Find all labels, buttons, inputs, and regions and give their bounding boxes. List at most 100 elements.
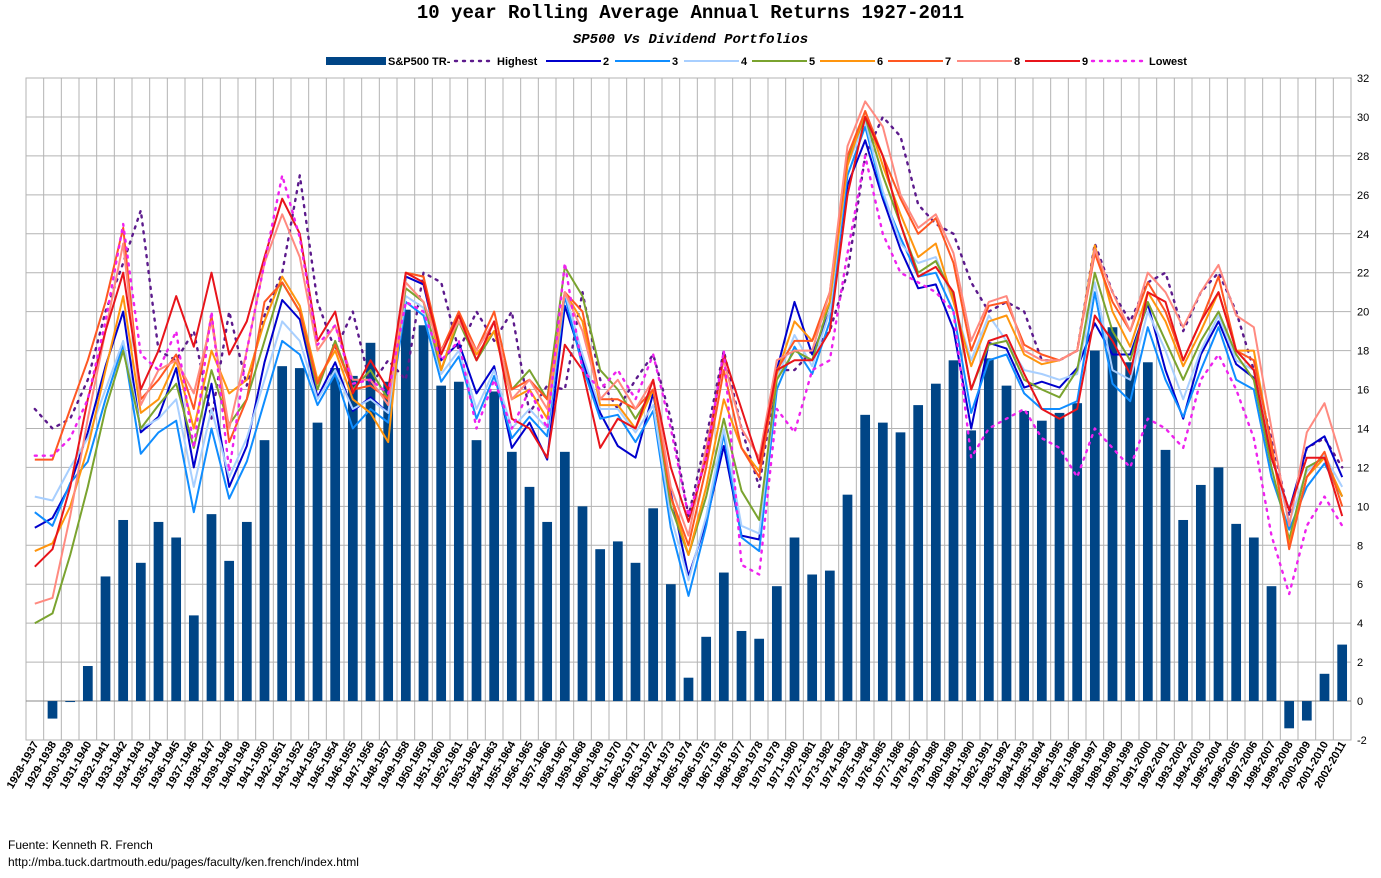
y-tick-label: 20	[1357, 307, 1369, 319]
bar-sp500	[559, 451, 570, 702]
bar-sp500	[754, 638, 765, 702]
bar-sp500	[171, 537, 182, 702]
y-tick-label: -2	[1357, 735, 1367, 747]
bar-sp500	[453, 381, 464, 702]
legend-label: Highest	[497, 56, 538, 68]
bar-sp500	[135, 562, 146, 702]
bar-sp500	[436, 385, 447, 702]
legend-label: 7	[945, 56, 951, 68]
bar-sp500	[648, 508, 659, 702]
chart-title: 10 year Rolling Average Annual Returns 1…	[416, 2, 965, 24]
bar-sp500	[241, 521, 252, 702]
bar-sp500	[1054, 412, 1065, 702]
bar-sp500	[153, 521, 164, 702]
bar-sp500	[1178, 519, 1189, 702]
legend-label: 9	[1082, 56, 1088, 68]
bar-sp500	[47, 701, 58, 719]
y-tick-label: 22	[1357, 268, 1369, 280]
bar-sp500	[100, 576, 111, 702]
bar-sp500	[1319, 673, 1330, 702]
y-tick-label: 2	[1357, 657, 1363, 669]
bar-sp500	[842, 494, 853, 702]
bar-sp500	[418, 325, 429, 702]
y-tick-label: 4	[1357, 618, 1363, 630]
bar-sp500	[913, 405, 924, 702]
bar-sp500	[365, 342, 376, 702]
bar-sp500	[400, 309, 411, 702]
bar-sp500	[1160, 449, 1171, 702]
bar-sp500	[718, 572, 729, 702]
bar-sp500	[294, 368, 305, 702]
bar-sp500	[224, 560, 235, 702]
bar-sp500	[595, 549, 606, 702]
bar-sp500	[188, 615, 199, 702]
legend: S&P500 TR- Highest 2 3 4 5 6 7 8 9 Lowest	[326, 56, 1187, 68]
bar-sp500	[1231, 523, 1242, 702]
bar-sp500	[489, 391, 500, 702]
bar-sp500	[966, 430, 977, 702]
bar-sp500	[807, 574, 818, 702]
bar-sp500	[471, 440, 482, 702]
bar-sp500	[736, 630, 747, 702]
series-line-4	[34, 119, 1344, 582]
bar-sp500	[1142, 362, 1153, 702]
bar-sp500	[1213, 467, 1224, 702]
bar-sp500	[330, 368, 341, 702]
legend-label: 4	[741, 56, 748, 68]
legend-label: 2	[603, 56, 609, 68]
y-tick-label: 30	[1357, 112, 1369, 124]
bar-sp500	[771, 586, 782, 702]
bar-sp500	[930, 383, 941, 702]
bar-sp500	[1125, 362, 1136, 702]
bar-sp500	[789, 537, 800, 702]
y-tick-label: 28	[1357, 151, 1369, 163]
y-tick-label: 10	[1357, 501, 1369, 513]
bar-sp500	[1248, 537, 1259, 702]
bar-sp500	[665, 584, 676, 702]
bar-sp500	[630, 562, 641, 702]
legend-swatch-sp500	[326, 57, 386, 65]
source-url: http://mba.tuck.dartmouth.edu/pages/facu…	[8, 855, 359, 869]
axes: -2024681012141618202224262830321928-1937…	[5, 73, 1370, 791]
bar-sp500	[1019, 410, 1030, 702]
bar-sp500	[1301, 701, 1312, 721]
y-tick-label: 32	[1357, 73, 1369, 85]
bar-sp500	[383, 381, 394, 702]
bar-sp500	[1284, 701, 1295, 729]
y-tick-label: 24	[1357, 229, 1369, 241]
bar-sp500	[1195, 484, 1206, 702]
series-line-8	[34, 100, 1344, 605]
bar-sp500	[824, 570, 835, 702]
y-tick-label: 18	[1357, 346, 1369, 358]
line-series	[33, 100, 1344, 625]
bar-sp500	[1107, 327, 1118, 702]
y-tick-label: 0	[1357, 696, 1363, 708]
legend-label: Lowest	[1149, 56, 1187, 68]
bar-sp500	[1089, 350, 1100, 702]
bar-sp500	[877, 422, 888, 702]
legend-label: 8	[1014, 56, 1020, 68]
legend-label: 5	[809, 56, 815, 68]
y-tick-label: 6	[1357, 579, 1363, 591]
bar-sp500	[895, 432, 906, 702]
bar-sp500	[1001, 385, 1012, 702]
bar-sp500	[612, 541, 623, 702]
bar-sp500	[1266, 586, 1277, 702]
chart-subtitle: SP500 Vs Dividend Portfolios	[572, 32, 809, 48]
bar-sp500	[683, 677, 694, 702]
bar-sp500	[65, 701, 76, 703]
legend-label: 3	[672, 56, 678, 68]
bar-sp500	[118, 519, 129, 702]
bar-sp500	[259, 440, 270, 702]
bar-sp500	[506, 451, 517, 702]
series-line-9	[34, 115, 1344, 568]
bar-sp500	[1036, 420, 1047, 702]
source-credit: Fuente: Kenneth R. French	[8, 838, 153, 852]
series-line-3	[34, 125, 1344, 597]
bar-sp500	[701, 636, 712, 702]
y-tick-label: 8	[1357, 540, 1363, 552]
y-tick-label: 14	[1357, 423, 1369, 435]
bar-sp500	[983, 358, 994, 702]
y-tick-label: 16	[1357, 385, 1369, 397]
